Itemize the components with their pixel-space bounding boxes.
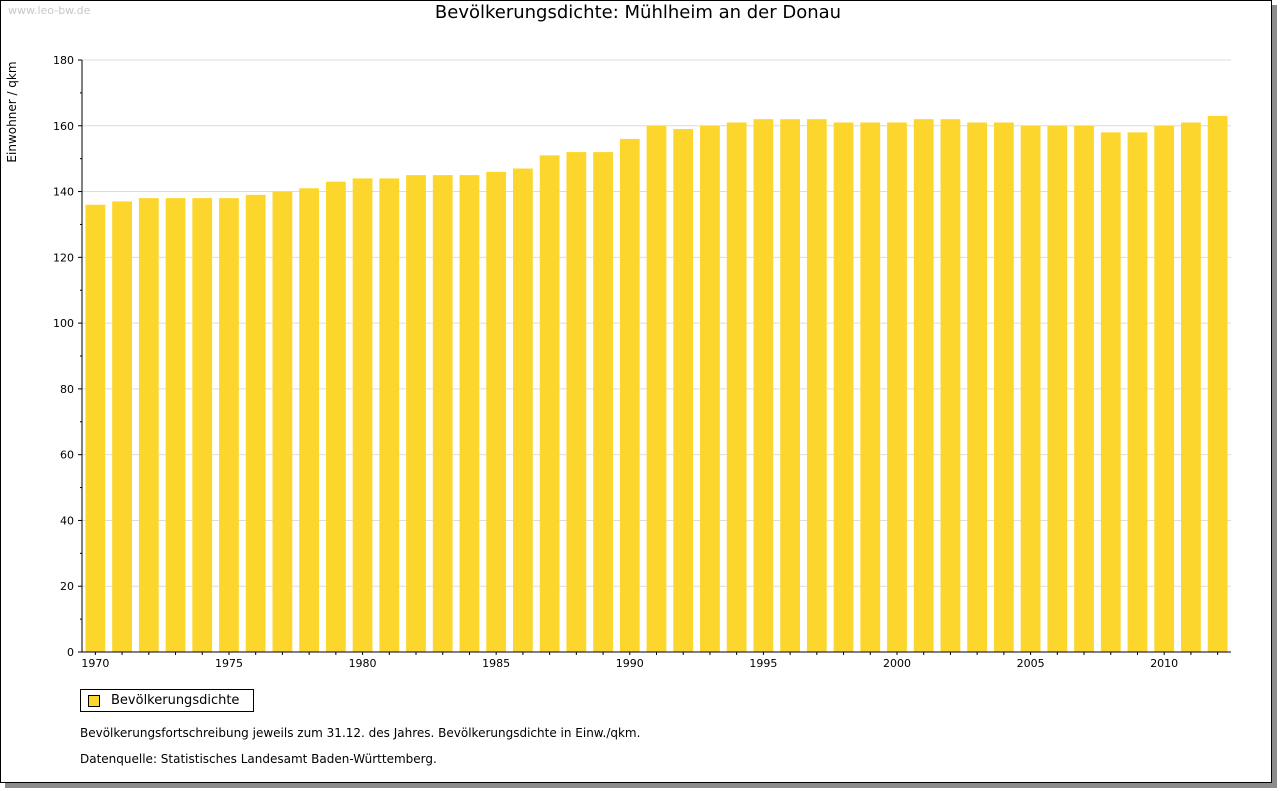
bar-2012	[1207, 115, 1228, 652]
y-axis: 0 20 40 60 80 100 120 140 160 180	[53, 54, 83, 659]
bar-2010	[1154, 125, 1175, 653]
y-tick-label: 80	[60, 383, 74, 396]
y-tick-label: 120	[53, 251, 74, 264]
bar-2006	[1047, 125, 1068, 653]
bar-1990	[619, 138, 640, 652]
bar-1975	[219, 198, 239, 652]
bar-2002	[940, 119, 961, 652]
x-tick-label: 1980	[349, 657, 377, 670]
footnote: Bevölkerungsfortschreibung jeweils zum 3…	[80, 726, 641, 740]
bar-1978	[299, 188, 320, 652]
bar-2005	[1020, 125, 1041, 653]
bar-1997	[806, 119, 827, 652]
bar-1971	[112, 201, 132, 652]
watermark: www.leo-bw.de	[8, 4, 91, 17]
bar-1998	[833, 122, 854, 652]
legend-swatch	[88, 695, 100, 707]
bar-1980	[352, 178, 373, 652]
bar-1988	[566, 152, 587, 653]
bars	[85, 115, 1228, 653]
bar-2004	[993, 122, 1014, 652]
legend: Bevölkerungsdichte	[80, 689, 254, 712]
bar-1974	[192, 198, 213, 652]
chart-title: Bevölkerungsdichte: Mühlheim an der Dona…	[434, 2, 842, 23]
bar-2011	[1181, 122, 1201, 652]
x-tick-label: 2005	[1017, 657, 1045, 670]
bar-2000	[887, 122, 907, 652]
x-tick-label: 2010	[1150, 657, 1178, 670]
bar-1973	[165, 198, 186, 652]
bar-2003	[967, 122, 988, 652]
bar-1981	[379, 178, 400, 652]
bar-1984	[459, 175, 480, 652]
data-source: Datenquelle: Statistisches Landesamt Bad…	[80, 752, 437, 766]
y-tick-label: 100	[53, 317, 74, 330]
bar-2001	[913, 119, 934, 652]
x-tick-label: 2000	[883, 657, 911, 670]
bar-1976	[245, 194, 266, 652]
bar-1979	[325, 181, 346, 652]
bar-1983	[432, 175, 453, 652]
y-tick-label: 20	[60, 580, 74, 593]
bar-2008	[1100, 132, 1121, 652]
bar-1995	[753, 119, 774, 652]
bar-1972	[138, 198, 159, 652]
bar-1996	[780, 119, 800, 652]
x-tick-label: 1990	[616, 657, 644, 670]
bar-1992	[673, 129, 694, 653]
bar-2009	[1127, 132, 1148, 652]
bar-1986	[513, 168, 533, 653]
legend-label: Bevölkerungsdichte	[111, 693, 240, 708]
bar-1989	[593, 152, 613, 653]
bar-1994	[726, 122, 747, 652]
y-tick-label: 140	[53, 186, 74, 199]
y-tick-label: 180	[53, 54, 74, 67]
y-tick-label: 60	[60, 449, 74, 462]
bar-1970	[85, 204, 106, 652]
bar-2007	[1074, 125, 1094, 653]
x-tick-label: 1975	[215, 657, 243, 670]
x-axis: 1970 1975 1980 1985 1990 1995 2000 2005 2010	[81, 651, 1231, 670]
y-tick-label: 160	[53, 120, 74, 133]
bar-1985	[486, 171, 507, 653]
bar-1999	[860, 122, 881, 652]
bar-1991	[646, 125, 667, 653]
bar-1993	[700, 125, 720, 653]
bar-1977	[272, 191, 293, 653]
x-tick-label: 1985	[482, 657, 510, 670]
bar-1982	[406, 175, 426, 652]
x-tick-label: 1995	[749, 657, 777, 670]
x-tick-label: 1970	[81, 657, 109, 670]
y-tick-label: 40	[60, 514, 74, 527]
y-tick-label: 0	[67, 646, 74, 659]
bar-1987	[539, 155, 560, 652]
bar-chart: 0 20 40 60 80 100 120 140 160 180 1970 1975 1980 198…	[53, 54, 1231, 670]
